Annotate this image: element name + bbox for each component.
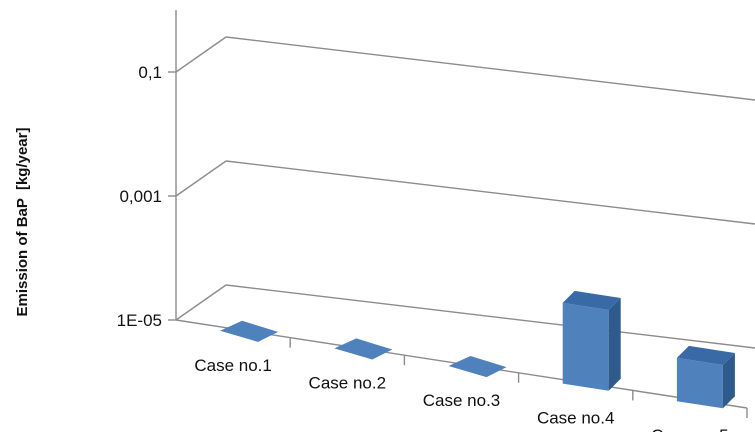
x-tick-label: Case no.1 (194, 356, 272, 375)
bar-face (448, 356, 507, 378)
y-tick-label: 1E-05 (117, 311, 162, 330)
bar (334, 338, 393, 360)
floor-left-edge (175, 284, 227, 321)
y-tick-label: 0,1 (138, 63, 162, 82)
gridline (225, 160, 755, 225)
x-tick-labels: Case no.1 Case no.2 Case no.3 Case no.4 Case… (194, 337, 748, 432)
y-tick-labels: 1E-05 0,001 0,1 (117, 63, 176, 330)
bar (448, 356, 507, 378)
bar-side (608, 298, 621, 391)
bar-front (562, 302, 609, 391)
bar-top (562, 290, 621, 311)
bar (562, 290, 621, 391)
bars (220, 290, 735, 409)
y-tick-label: 0,001 (119, 187, 162, 206)
x-tick-label: Case no.3 (423, 391, 501, 410)
floor-back-edge (225, 284, 755, 349)
gridlines (175, 36, 755, 225)
bar-front (676, 357, 723, 409)
bar-face (220, 320, 279, 342)
bar-top (676, 345, 735, 365)
gridline (175, 36, 227, 73)
bar (220, 320, 279, 342)
x-tick-label: Case no.2 (309, 373, 387, 392)
bar (676, 345, 735, 409)
y-axis-label: Emission of BaP [kg/year] (14, 128, 31, 317)
x-tick-label: Case no.5 (651, 426, 729, 432)
gridline (175, 160, 227, 197)
bar-side (722, 352, 735, 409)
gridline (225, 36, 755, 101)
x-tick-label: Case no.4 (537, 409, 615, 428)
bar-face (334, 338, 393, 360)
